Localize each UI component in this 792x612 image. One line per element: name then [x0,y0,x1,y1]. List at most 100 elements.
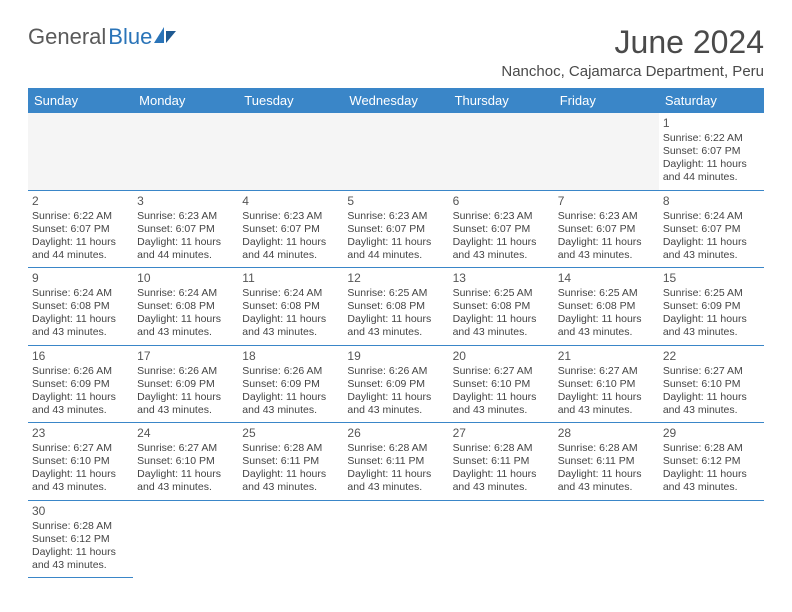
calendar-cell: 2Sunrise: 6:22 AM Sunset: 6:07 PM Daylig… [28,191,133,269]
day-number: 24 [137,426,234,441]
calendar-cell: 13Sunrise: 6:25 AM Sunset: 6:08 PM Dayli… [449,268,554,346]
calendar-cell [133,113,238,191]
location-text: Nanchoc, Cajamarca Department, Peru [501,63,764,80]
day-number: 15 [663,271,760,286]
logo: GeneralBlue [28,24,178,50]
day-info: Sunrise: 6:27 AM Sunset: 6:10 PM Dayligh… [663,365,760,418]
calendar-cell: 28Sunrise: 6:28 AM Sunset: 6:11 PM Dayli… [554,423,659,501]
day-number: 26 [347,426,444,441]
calendar-cell: 9Sunrise: 6:24 AM Sunset: 6:08 PM Daylig… [28,268,133,346]
calendar-cell: 17Sunrise: 6:26 AM Sunset: 6:09 PM Dayli… [133,346,238,424]
logo-blue: Blue [108,24,152,50]
calendar-cell: 4Sunrise: 6:23 AM Sunset: 6:07 PM Daylig… [238,191,343,269]
day-number: 14 [558,271,655,286]
day-info: Sunrise: 6:24 AM Sunset: 6:08 PM Dayligh… [137,287,234,340]
day-info: Sunrise: 6:25 AM Sunset: 6:08 PM Dayligh… [453,287,550,340]
month-title: June 2024 [501,24,764,61]
day-info: Sunrise: 6:27 AM Sunset: 6:10 PM Dayligh… [137,442,234,495]
day-number: 13 [453,271,550,286]
calendar: Sunday Monday Tuesday Wednesday Thursday… [28,88,764,578]
day-info: Sunrise: 6:24 AM Sunset: 6:08 PM Dayligh… [32,287,129,340]
calendar-cell: 20Sunrise: 6:27 AM Sunset: 6:10 PM Dayli… [449,346,554,424]
logo-general: General [28,24,106,50]
calendar-cell: 7Sunrise: 6:23 AM Sunset: 6:07 PM Daylig… [554,191,659,269]
calendar-cell [133,501,238,579]
day-header-fri: Friday [554,88,659,113]
day-number: 28 [558,426,655,441]
day-number: 27 [453,426,550,441]
day-info: Sunrise: 6:23 AM Sunset: 6:07 PM Dayligh… [558,210,655,263]
day-header-thu: Thursday [449,88,554,113]
day-number: 25 [242,426,339,441]
day-number: 6 [453,194,550,209]
calendar-cell [238,113,343,191]
day-info: Sunrise: 6:28 AM Sunset: 6:11 PM Dayligh… [347,442,444,495]
calendar-cell: 19Sunrise: 6:26 AM Sunset: 6:09 PM Dayli… [343,346,448,424]
day-number: 3 [137,194,234,209]
day-info: Sunrise: 6:28 AM Sunset: 6:11 PM Dayligh… [242,442,339,495]
calendar-cell: 3Sunrise: 6:23 AM Sunset: 6:07 PM Daylig… [133,191,238,269]
day-number: 8 [663,194,760,209]
calendar-cell: 24Sunrise: 6:27 AM Sunset: 6:10 PM Dayli… [133,423,238,501]
calendar-cell: 27Sunrise: 6:28 AM Sunset: 6:11 PM Dayli… [449,423,554,501]
day-number: 30 [32,504,129,519]
day-info: Sunrise: 6:28 AM Sunset: 6:11 PM Dayligh… [453,442,550,495]
day-header-wed: Wednesday [343,88,448,113]
day-header-mon: Monday [133,88,238,113]
calendar-cell: 30Sunrise: 6:28 AM Sunset: 6:12 PM Dayli… [28,501,133,579]
day-number: 10 [137,271,234,286]
day-number: 20 [453,349,550,364]
calendar-cell: 1Sunrise: 6:22 AM Sunset: 6:07 PM Daylig… [659,113,764,191]
day-info: Sunrise: 6:23 AM Sunset: 6:07 PM Dayligh… [137,210,234,263]
day-number: 2 [32,194,129,209]
calendar-cell: 11Sunrise: 6:24 AM Sunset: 6:08 PM Dayli… [238,268,343,346]
day-header-sun: Sunday [28,88,133,113]
calendar-cell: 6Sunrise: 6:23 AM Sunset: 6:07 PM Daylig… [449,191,554,269]
calendar-grid: 1Sunrise: 6:22 AM Sunset: 6:07 PM Daylig… [28,113,764,578]
day-info: Sunrise: 6:26 AM Sunset: 6:09 PM Dayligh… [347,365,444,418]
day-info: Sunrise: 6:28 AM Sunset: 6:12 PM Dayligh… [663,442,760,495]
day-info: Sunrise: 6:27 AM Sunset: 6:10 PM Dayligh… [453,365,550,418]
day-number: 22 [663,349,760,364]
calendar-cell: 14Sunrise: 6:25 AM Sunset: 6:08 PM Dayli… [554,268,659,346]
calendar-cell [343,501,448,579]
day-number: 5 [347,194,444,209]
day-info: Sunrise: 6:23 AM Sunset: 6:07 PM Dayligh… [453,210,550,263]
day-info: Sunrise: 6:28 AM Sunset: 6:11 PM Dayligh… [558,442,655,495]
day-info: Sunrise: 6:24 AM Sunset: 6:07 PM Dayligh… [663,210,760,263]
day-info: Sunrise: 6:26 AM Sunset: 6:09 PM Dayligh… [242,365,339,418]
calendar-cell: 26Sunrise: 6:28 AM Sunset: 6:11 PM Dayli… [343,423,448,501]
logo-sail-icon [152,25,178,45]
day-number: 19 [347,349,444,364]
calendar-cell: 16Sunrise: 6:26 AM Sunset: 6:09 PM Dayli… [28,346,133,424]
day-info: Sunrise: 6:25 AM Sunset: 6:09 PM Dayligh… [663,287,760,340]
day-number: 16 [32,349,129,364]
day-number: 12 [347,271,444,286]
day-number: 23 [32,426,129,441]
day-number: 1 [663,116,760,131]
day-info: Sunrise: 6:25 AM Sunset: 6:08 PM Dayligh… [347,287,444,340]
calendar-cell: 22Sunrise: 6:27 AM Sunset: 6:10 PM Dayli… [659,346,764,424]
calendar-cell: 25Sunrise: 6:28 AM Sunset: 6:11 PM Dayli… [238,423,343,501]
day-number: 11 [242,271,339,286]
day-number: 18 [242,349,339,364]
day-info: Sunrise: 6:23 AM Sunset: 6:07 PM Dayligh… [347,210,444,263]
day-header-tue: Tuesday [238,88,343,113]
calendar-cell: 29Sunrise: 6:28 AM Sunset: 6:12 PM Dayli… [659,423,764,501]
calendar-cell: 10Sunrise: 6:24 AM Sunset: 6:08 PM Dayli… [133,268,238,346]
day-number: 17 [137,349,234,364]
day-info: Sunrise: 6:24 AM Sunset: 6:08 PM Dayligh… [242,287,339,340]
day-info: Sunrise: 6:23 AM Sunset: 6:07 PM Dayligh… [242,210,339,263]
day-info: Sunrise: 6:25 AM Sunset: 6:08 PM Dayligh… [558,287,655,340]
day-info: Sunrise: 6:27 AM Sunset: 6:10 PM Dayligh… [32,442,129,495]
day-number: 29 [663,426,760,441]
day-number: 21 [558,349,655,364]
calendar-cell: 21Sunrise: 6:27 AM Sunset: 6:10 PM Dayli… [554,346,659,424]
day-number: 7 [558,194,655,209]
calendar-cell: 12Sunrise: 6:25 AM Sunset: 6:08 PM Dayli… [343,268,448,346]
calendar-cell [28,113,133,191]
day-info: Sunrise: 6:22 AM Sunset: 6:07 PM Dayligh… [663,132,760,185]
day-info: Sunrise: 6:22 AM Sunset: 6:07 PM Dayligh… [32,210,129,263]
day-header-row: Sunday Monday Tuesday Wednesday Thursday… [28,88,764,113]
day-number: 9 [32,271,129,286]
